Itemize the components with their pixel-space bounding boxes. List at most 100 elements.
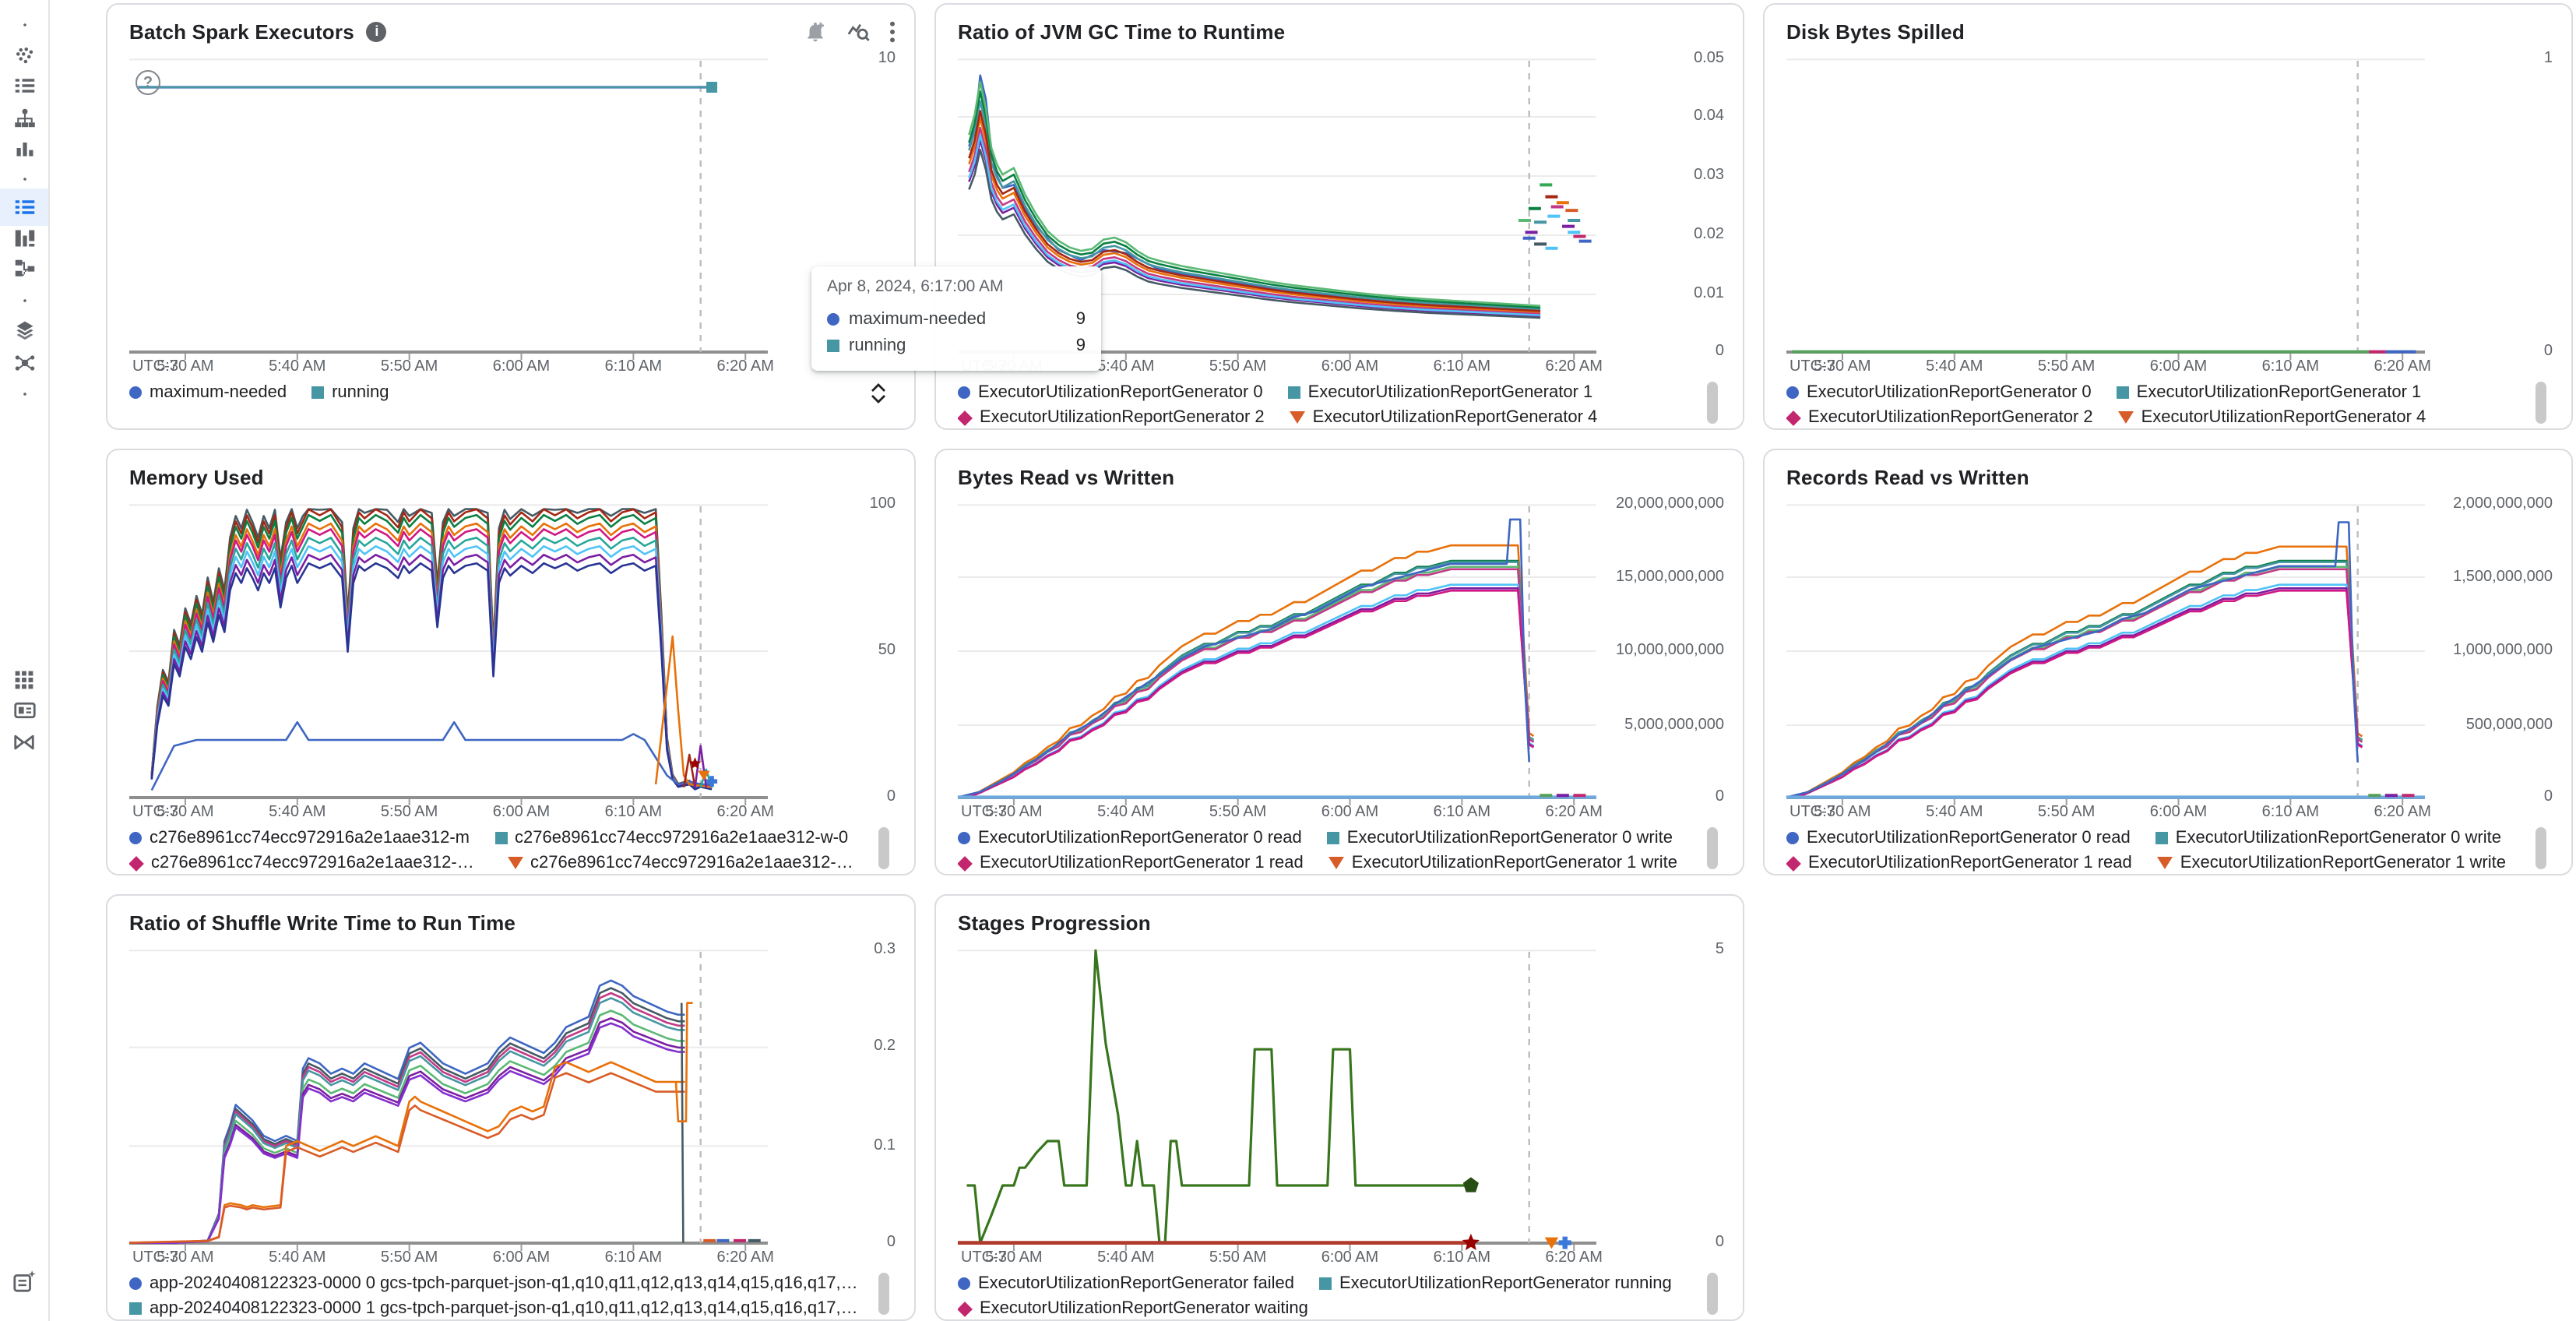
- sidebar-dot-icon[interactable]: [0, 375, 48, 413]
- y-axis-label: 0: [886, 787, 896, 805]
- y-axis-label: 0: [1715, 342, 1724, 360]
- chart-card: Memory Used 100 50 0 UTC-7 5:30 AM 5:40 AM 5:50…: [106, 449, 916, 875]
- legend-item[interactable]: ExecutorUtilizationReportGenerator 1: [1287, 383, 1593, 402]
- x-axis-label: 6:10 AM: [2261, 804, 2320, 821]
- plot-area[interactable]: [958, 949, 1596, 1251]
- legend-item[interactable]: app-20240408122323-0000 1 gcs-tpch-parqu…: [129, 1299, 861, 1318]
- legend-scrollbar[interactable]: [2536, 382, 2546, 424]
- chart-legend: ExecutorUtilizationReportGenerator faile…: [958, 1271, 1730, 1319]
- tooltip-series-value: 9: [1075, 309, 1086, 328]
- legend-item[interactable]: ExecutorUtilizationReportGenerator 1 wri…: [2156, 854, 2506, 872]
- legend-label: running: [332, 383, 389, 402]
- y-axis-label: 0: [1715, 1233, 1724, 1251]
- legend-item[interactable]: ExecutorUtilizationReportGenerator 1 rea…: [958, 854, 1304, 872]
- chart-legend: app-20240408122323-0000 0 gcs-tpch-parqu…: [129, 1271, 902, 1319]
- diamond-legend-marker: [1786, 410, 1801, 425]
- legend-item[interactable]: ExecutorUtilizationReportGenerator 1 rea…: [1786, 854, 2132, 872]
- legend-scrollbar[interactable]: [878, 827, 889, 869]
- legend-item[interactable]: ExecutorUtilizationReportGenerator 0: [958, 383, 1263, 402]
- legend-item[interactable]: c276e8961cc74ecc972916a2e1aae312-w-0: [494, 829, 848, 847]
- legend-item[interactable]: ExecutorUtilizationReportGenerator 0 wri…: [1326, 829, 1673, 847]
- info-icon[interactable]: i: [366, 21, 387, 41]
- legend-item[interactable]: ExecutorUtilizationReportGenerator 0 rea…: [1786, 829, 2131, 847]
- legend-item[interactable]: maximum-needed: [129, 383, 287, 402]
- legend-label: ExecutorUtilizationReportGenerator runni…: [1339, 1274, 1672, 1293]
- plot-area[interactable]: [958, 58, 1596, 360]
- legend-item[interactable]: ExecutorUtilizationReportGenerator 1: [2116, 383, 2421, 402]
- sidebar-list-icon[interactable]: [0, 67, 48, 104]
- explore-chart-icon[interactable]: [846, 19, 871, 43]
- sidebar-bowtie-icon[interactable]: [0, 723, 48, 760]
- y-axis-label: 10: [878, 50, 896, 68]
- sidebar-grid-icon[interactable]: [0, 660, 48, 698]
- legend-expander[interactable]: [871, 383, 886, 403]
- legend-item[interactable]: ExecutorUtilizationReportGenerator 0 wri…: [2155, 829, 2501, 847]
- plot-area[interactable]: [957, 503, 1596, 805]
- x-axis-label: 5:40 AM: [269, 804, 326, 821]
- legend-label: app-20240408122323-0000 0 gcs-tpch-parqu…: [150, 1274, 861, 1293]
- sidebar-tree-icon[interactable]: [0, 100, 48, 137]
- legend-scrollbar[interactable]: [1707, 1273, 1718, 1315]
- legend-item[interactable]: ExecutorUtilizationReportGenerator 2: [958, 408, 1265, 427]
- x-axis-label: 5:40 AM: [1097, 1249, 1155, 1266]
- legend-item[interactable]: ExecutorUtilizationReportGenerator 4: [1289, 408, 1597, 427]
- legend-item[interactable]: ExecutorUtilizationReportGenerator 1 wri…: [1328, 854, 1677, 872]
- square-legend-marker: [494, 832, 508, 844]
- legend-item[interactable]: ExecutorUtilizationReportGenerator 0 rea…: [958, 829, 1302, 847]
- plot-area[interactable]: [128, 949, 768, 1251]
- x-axis-label: 6:00 AM: [1321, 358, 1379, 375]
- sidebar-bar-chart-icon[interactable]: [0, 129, 48, 167]
- chart-title: Records Read vs Written: [1786, 465, 2029, 488]
- plot-area[interactable]: [1786, 503, 2425, 805]
- x-axis-label: 6:10 AM: [604, 358, 663, 375]
- legend-scrollbar[interactable]: [878, 1273, 889, 1315]
- legend-item[interactable]: ExecutorUtilizationReportGenerator waiti…: [958, 1299, 1308, 1318]
- triangle-legend-marker: [507, 857, 523, 869]
- legend-item[interactable]: ExecutorUtilizationReportGenerator runni…: [1319, 1274, 1672, 1293]
- sidebar-workflow-icon[interactable]: [0, 251, 48, 288]
- plot-area[interactable]: ?: [129, 58, 768, 360]
- chart-title: Batch Spark Executors: [129, 19, 354, 43]
- sidebar-list-icon[interactable]: [0, 188, 48, 226]
- legend-item[interactable]: c276e8961cc74ecc972916a2e1aae312-w-2: [507, 854, 861, 872]
- legend-item[interactable]: ExecutorUtilizationReportGenerator 0: [1786, 383, 2092, 402]
- legend-label: ExecutorUtilizationReportGenerator 1 rea…: [1808, 854, 2132, 872]
- help-icon[interactable]: ?: [135, 70, 160, 95]
- legend-label: ExecutorUtilizationReportGenerator 1: [1307, 383, 1593, 402]
- x-axis-label: 5:50 AM: [380, 1249, 438, 1266]
- sidebar-layers-icon[interactable]: [0, 312, 48, 349]
- y-axis-label: 20,000,000,000: [1615, 495, 1724, 513]
- sidebar-dot-icon[interactable]: [0, 282, 48, 319]
- x-axis-label: 6:20 AM: [1545, 1249, 1603, 1266]
- legend-item[interactable]: ExecutorUtilizationReportGenerator 2: [1786, 408, 2093, 427]
- legend-item[interactable]: c276e8961cc74ecc972916a2e1aae312-m: [129, 829, 470, 847]
- y-axis-label: 0.04: [1694, 107, 1724, 125]
- x-axis-label: 6:10 AM: [604, 804, 663, 821]
- y-axis-label: 0: [886, 1233, 896, 1251]
- legend-item[interactable]: running: [311, 383, 389, 402]
- legend-scrollbar[interactable]: [1707, 827, 1718, 869]
- legend-scrollbar[interactable]: [2536, 827, 2546, 869]
- triangle-legend-marker: [1289, 411, 1305, 424]
- sidebar-blocks-icon[interactable]: [0, 220, 48, 257]
- circle-legend-marker: [129, 832, 142, 844]
- sidebar-card-info-icon[interactable]: [0, 692, 48, 729]
- legend-item[interactable]: ExecutorUtilizationReportGenerator 4: [2117, 408, 2426, 427]
- y-axis-label: 0.1: [874, 1136, 896, 1154]
- plot-area[interactable]: [129, 503, 768, 805]
- sidebar-dot-icon[interactable]: [0, 6, 48, 44]
- y-axis-label: 0.02: [1694, 226, 1724, 243]
- add-alert-icon[interactable]: [804, 19, 827, 43]
- sidebar-network-icon[interactable]: [0, 344, 48, 382]
- legend-item[interactable]: c276e8961cc74ecc972916a2e1aae312-w-1: [129, 854, 482, 872]
- legend-item[interactable]: app-20240408122323-0000 0 gcs-tpch-parqu…: [129, 1274, 861, 1293]
- legend-item[interactable]: ExecutorUtilizationReportGenerator faile…: [958, 1274, 1294, 1293]
- sidebar-dots-cluster-icon[interactable]: [0, 37, 48, 75]
- sidebar-dot-icon[interactable]: [0, 160, 48, 198]
- sidebar-compose-icon[interactable]: [0, 1262, 48, 1299]
- plot-area[interactable]: [1786, 58, 2425, 360]
- legend-scrollbar[interactable]: [1707, 382, 1718, 424]
- diamond-legend-marker: [129, 855, 144, 871]
- x-axis-label: 6:00 AM: [1321, 804, 1379, 821]
- more-vert-icon[interactable]: [889, 19, 896, 43]
